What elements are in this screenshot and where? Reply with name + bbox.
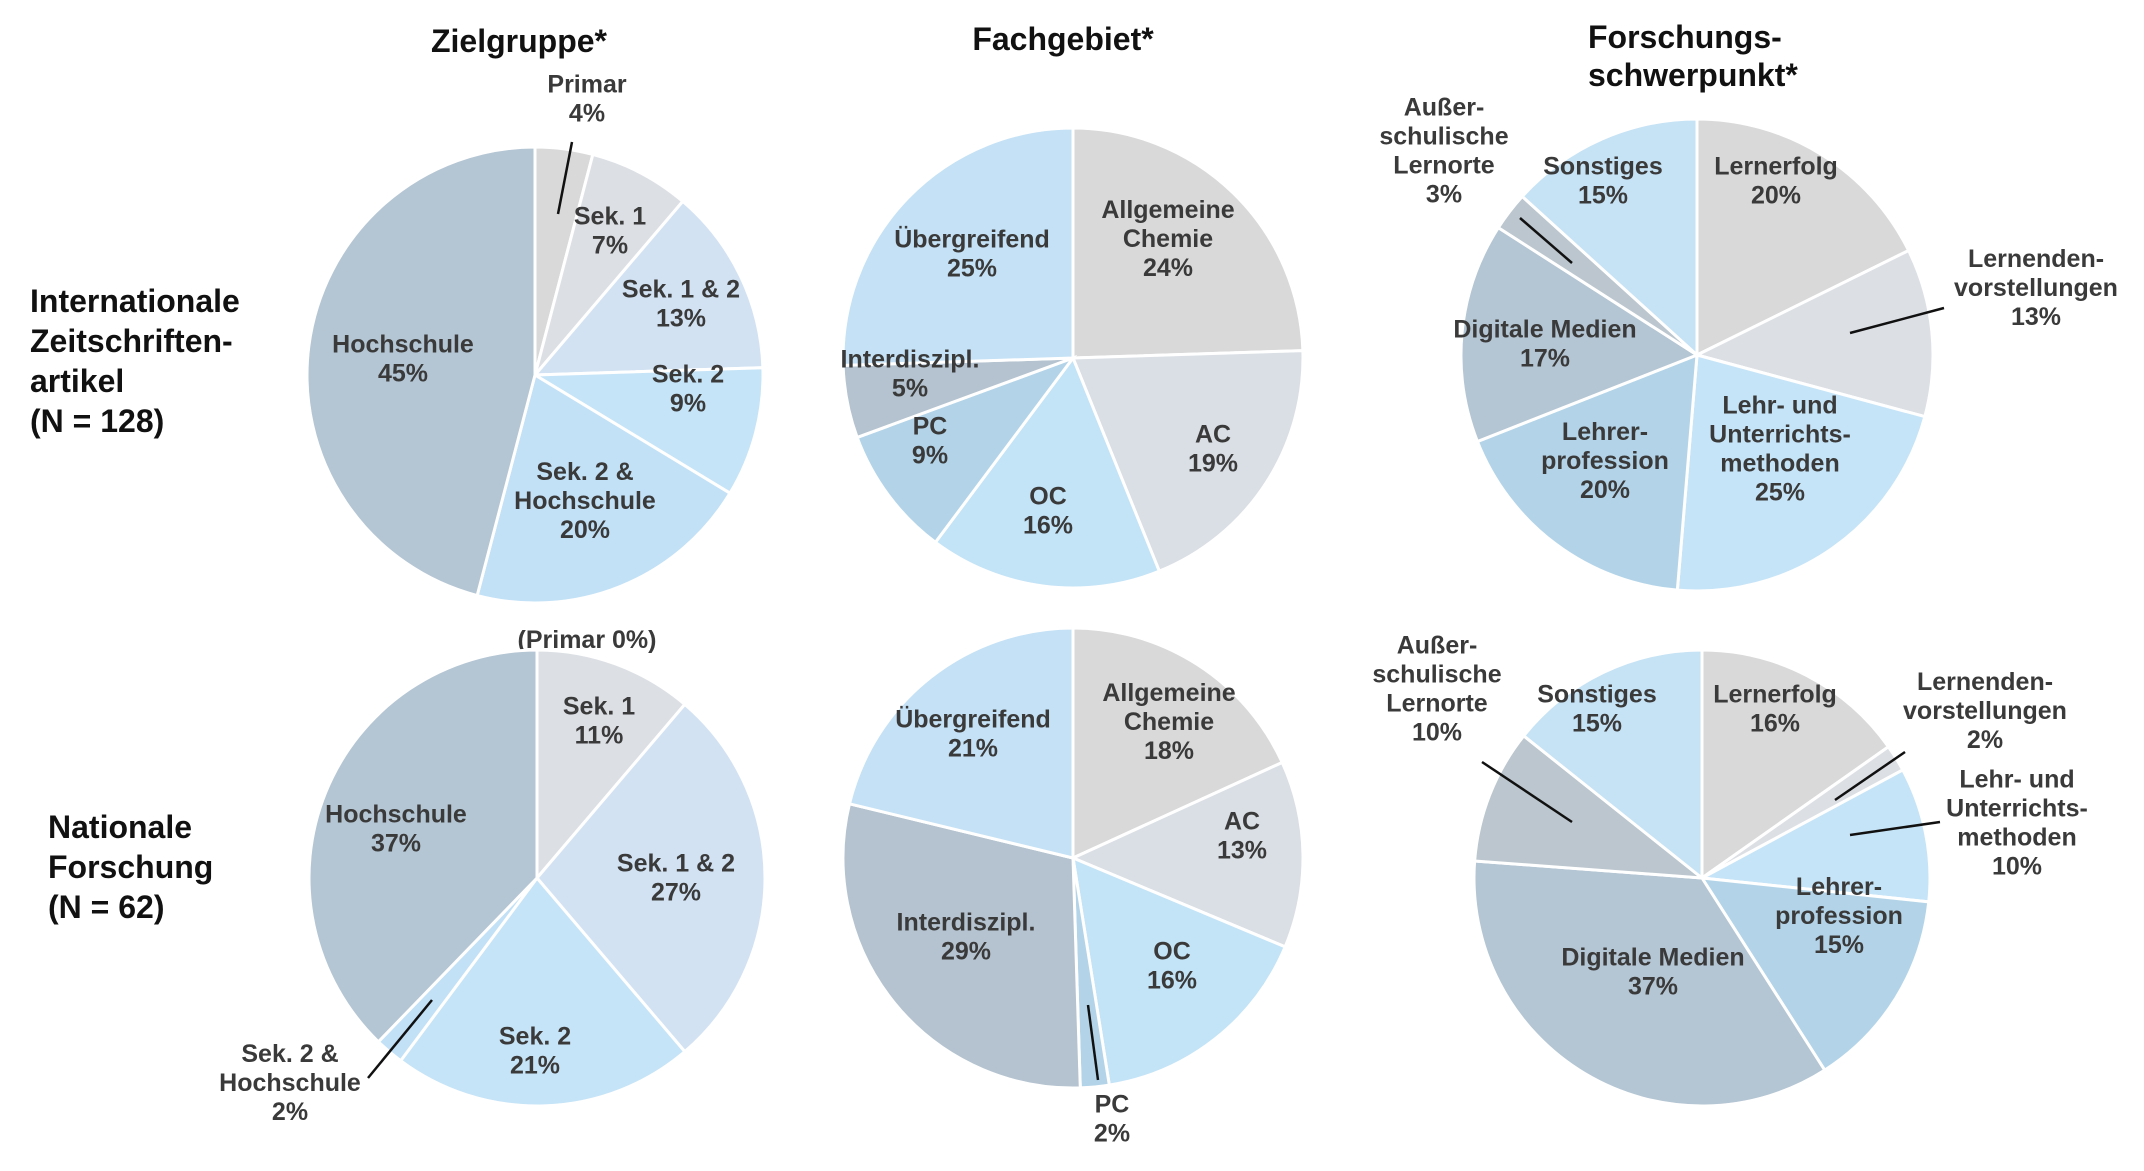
slice-sek-2-hochschule [475,372,733,605]
slice-label-lernerfolg: Lernerfolg 16% [1713,681,1837,738]
pie-6: Lernerfolg 16% Lernenden-vorstellungen 2% Le… [1372,632,2088,1108]
slice-label-allgemeine-chemie: Allgemeine Chemie 18% [1102,679,1235,765]
slice-allgemeine-chemie [1071,126,1305,360]
slice-digitale-medien [1472,859,1827,1108]
slice-lernendenvorstellungen [1692,248,1935,419]
row-label-international-line4: (N = 128) [30,403,164,439]
leader-line-sek-2-hochschule [367,999,433,1079]
slice-label-ac: AC 13% [1217,808,1267,865]
column-title-forschung-line2: schwerpunkt* [1588,57,1798,93]
slice-label-digitale-medien: Digitale Medien 17% [1453,316,1636,373]
slice-label-hochschule: Hochschule 37% [325,801,467,858]
slice-label-digitale-medien: Digitale Medien 37% [1561,944,1744,1001]
slice-lernerfolg [1700,648,1891,881]
pie-5: Allgemeine Chemie 18% AC 13% OC 16% PC 2% Interdi… [841,626,1305,1148]
slice-label-interdiszipl: Interdiszipl. 29% [897,909,1036,966]
slice-label-uebergreifend: Übergreifend 21% [895,705,1051,763]
slice-label-lernerfolg: Lernerfolg 20% [1714,153,1838,210]
slice-lehr-und-unterrichtsmethoden [1697,767,1932,904]
pie-4: Sek. 1 11% Sek. 1 & 2 27% Sek. 2 21% Sek. 2 & H… [219,648,767,1126]
leader-line-ausserschulische-lernorte [1519,217,1573,264]
slice-label-sek-2-hochschule: Sek. 2 & Hochschule 20% [514,458,656,544]
slice-label-pc: PC 9% [912,413,948,470]
slice-label-sek-1: Sek. 1 7% [574,203,646,260]
slice-label-interdiszipl: Interdiszipl. 5% [841,346,980,403]
pies-group: Primar 4% Sek. 1 7% Sek. 1 & 2 13% Sek. 2 9% Sek… [219,71,2118,1148]
slice-label-sek-2: Sek. 2 21% [499,1023,571,1080]
slice-sek-1-2 [531,199,765,377]
slice-sek-1-2 [535,702,767,1054]
leader-line-lehr-und-unterrichtsmethoden [1849,820,1941,837]
slice-label-oc: OC 16% [1147,938,1197,995]
slice-digitale-medien [1459,225,1701,444]
slice-label-sek-1-2: Sek. 1 & 2 27% [617,850,735,907]
slice-sek-2 [398,875,687,1108]
slice-lehrerprofession [1699,876,1931,1073]
slice-allgemeine-chemie [1071,626,1285,861]
slice-oc [1071,855,1288,1087]
row-label-international: Internationale Zeitschriften- artikel (N… [30,283,240,439]
slice-label-sek-2: Sek. 2 9% [652,361,724,418]
pie-2: Allgemeine Chemie 24% AC 19% OC 16% PC 9% Interdi… [841,126,1305,590]
slice-ac [1070,349,1305,574]
leader-line-ausserschulische-lernorte [1481,760,1573,824]
leader-line-pc [1086,1004,1100,1081]
row-label-international-line3: artikel [30,363,124,399]
slice-sonstiges [1520,117,1699,359]
slice-label-lernendenvorstellungen: Lernenden-vorstellungen 2% [1903,668,2067,754]
slice-label-ausserschulische-lernorte: Außer-schulische Lernorte 10% [1372,632,1501,747]
slice-label-hochschule: Hochschule 45% [332,331,474,388]
slice-uebergreifend [847,626,1075,860]
slice-label-sonstiges: Sonstiges 15% [1543,153,1662,210]
slice-lehr-und-unterrichtsmethoden [1675,353,1927,593]
slice-lernerfolg [1695,117,1911,358]
column-title-zielgruppe: Zielgruppe* [431,23,608,59]
leader-line-lernendenvorstellungen [1834,750,1906,802]
slice-ac [1069,760,1305,949]
slice-label-sek-2-hochschule: Sek. 2 & Hochschule 2% [219,1040,361,1126]
leader-line-lernendenvorstellungen [1849,306,1945,335]
slice-pc [855,354,1078,545]
row-label-national: Nationale Forschung (N = 62) [48,809,213,925]
slice-lehrerprofession [1475,352,1699,592]
column-title-forschung-line1: Forschungs- [1588,19,1782,55]
slice-label-pc: PC 2% [1094,1091,1130,1148]
slice-sek-2 [529,366,765,496]
slice-sonstiges [1521,648,1704,882]
slice-interdiszipl [841,801,1082,1090]
row-label-national-line2: Forschung [48,849,213,885]
slice-label-lehr-und-unterrichtsmethoden: Lehr- und Unterrichts-methoden 25% [1709,392,1851,507]
slice-sek-1 [535,648,687,883]
slice-label-lernendenvorstellungen: Lernenden-vorstellungen 13% [1954,245,2118,331]
slice-label-primar: Primar 4% [547,71,626,128]
slice-sek-1 [533,152,685,376]
row-label-international-line1: Internationale [30,283,240,319]
slice-label-ac: AC 19% [1188,421,1238,478]
slice-label-lehr-und-unterrichtsmethoden: Lehr- und Unterrichts-methoden 10% [1946,766,2088,881]
pie-1: Primar 4% Sek. 1 7% Sek. 1 & 2 13% Sek. 2 9% Sek… [305,71,765,605]
slice-label-sonstiges: Sonstiges 15% [1537,681,1656,738]
leader-line-primar [556,141,574,215]
row-label-national-line3: (N = 62) [48,889,164,925]
slice-label-uebergreifend: Übergreifend 25% [894,225,1050,283]
slice-uebergreifend [841,126,1075,367]
slice-label-lehrerprofession: Lehrer-profession 20% [1541,418,1669,504]
slice-hochschule [305,145,537,598]
slice-label-sek-1-2: Sek. 1 & 2 13% [622,276,740,333]
slice-label-ausserschulische-lernorte: Außer-schulische Lernorte 3% [1379,94,1508,209]
pie-3: Lernerfolg 20% Lernenden-vorstellungen 13% L… [1379,94,2118,593]
slice-label-allgemeine-chemie: Allgemeine Chemie 24% [1101,196,1234,282]
slice-oc [933,354,1162,590]
slice-hochschule [307,648,539,1044]
slice-label-sek-1: Sek. 1 11% [563,693,635,750]
row-label-international-line2: Zeitschriften- [30,323,233,359]
slice-label-lehrerprofession: Lehrer-profession 15% [1775,873,1903,959]
slice-ausserschulische-lernorte [1473,733,1707,880]
slice-label-oc: OC 16% [1023,483,1073,540]
row-label-national-line1: Nationale [48,809,192,845]
column-title-fachgebiet: Fachgebiet* [972,21,1154,57]
